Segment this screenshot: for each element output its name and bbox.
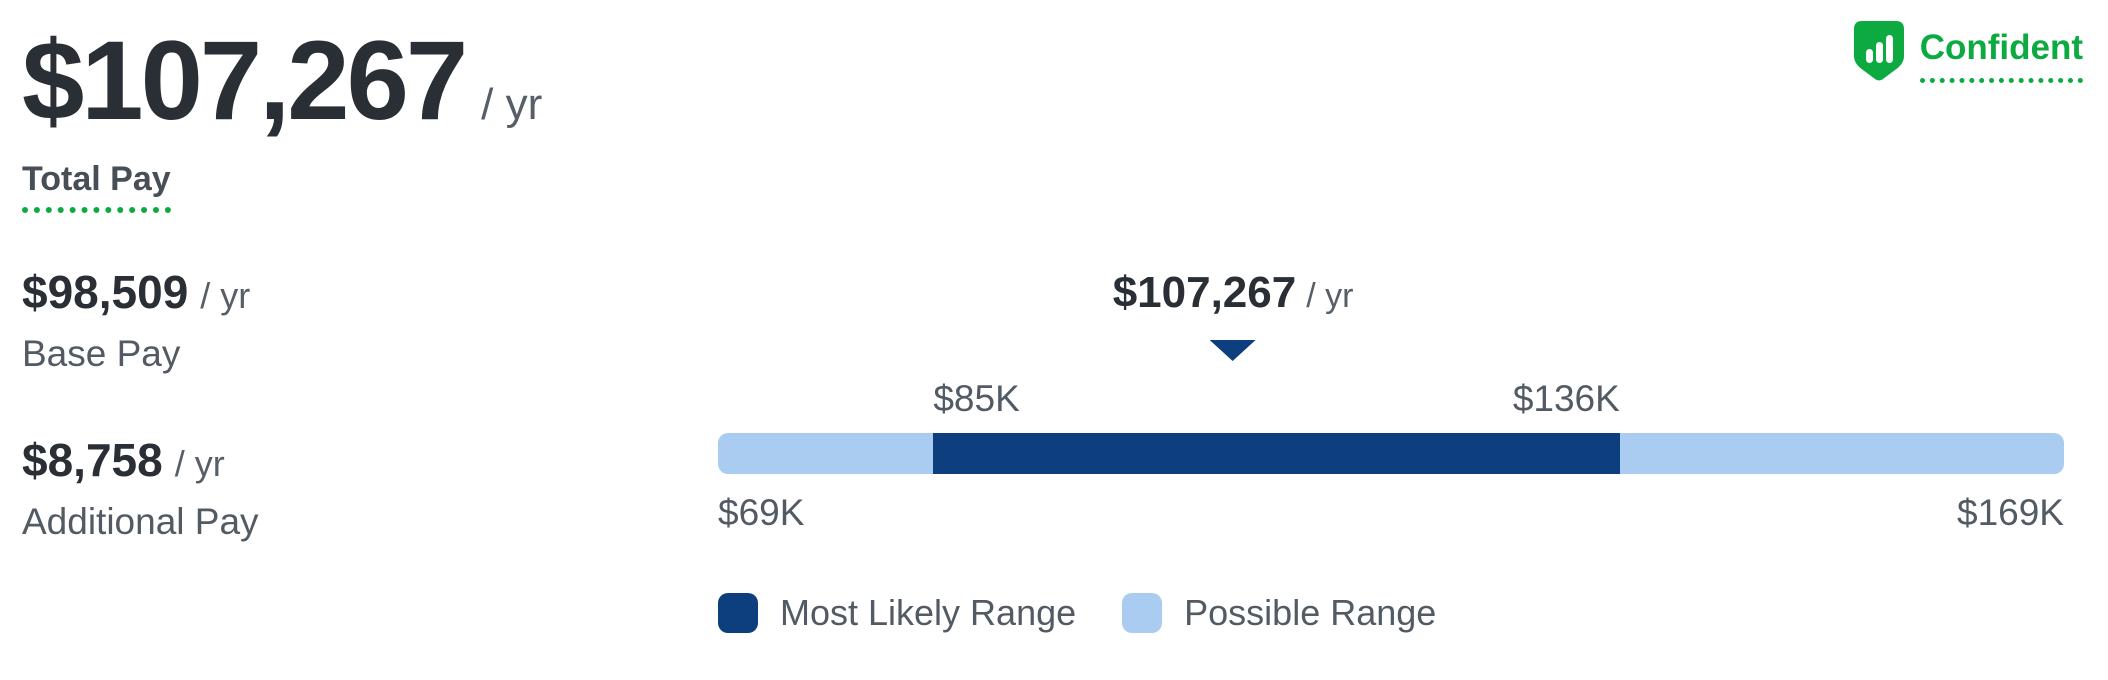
pay-summary: $107,267 / yr Total Pay $98,509 / yr Bas… (22, 22, 662, 543)
possible-range-swatch (1122, 593, 1163, 633)
legend-item-most-likely: Most Likely Range (718, 592, 1076, 634)
total-pay-amount: $107,267 (22, 18, 468, 143)
estimate-period: / yr (1306, 277, 1354, 315)
legend-item-possible: Possible Range (1122, 592, 1436, 634)
possible-range-bar (718, 433, 2064, 474)
estimate-marker: $107,267 / yr (1112, 268, 1354, 361)
estimate-pointer-triangle-icon (1210, 340, 1257, 361)
possible-range-legend-label: Possible Range (1184, 592, 1437, 633)
most-likely-max-label: $136K (1512, 378, 1620, 419)
estimate-amount: $107,267 (1112, 268, 1297, 317)
base-pay-amount: $98,509 (22, 265, 189, 318)
confidence-badge[interactable]: Confident (1853, 20, 2083, 83)
possible-max-label: $169K (1957, 492, 2064, 533)
most-likely-range-swatch (718, 593, 758, 633)
additional-pay-amount: $8,758 (22, 433, 163, 486)
base-pay-period: / yr (200, 274, 251, 316)
confidence-label[interactable]: Confident (1919, 28, 2083, 83)
additional-pay-item: $8,758 / yr Additional Pay (22, 433, 662, 543)
most-likely-range-segment (933, 433, 1620, 474)
total-pay-period: / yr (481, 80, 543, 129)
possible-min-label: $69K (718, 492, 805, 533)
base-pay-label: Base Pay (22, 332, 181, 374)
chart-legend: Most Likely Range Possible Range (718, 592, 2064, 634)
total-pay-label[interactable]: Total Pay (22, 160, 171, 213)
shield-bar-chart-icon (1853, 20, 1905, 83)
additional-pay-period: / yr (174, 442, 225, 484)
base-pay-item: $98,509 / yr Base Pay (22, 265, 662, 375)
total-pay-amount-row: $107,267 / yr (22, 22, 662, 140)
most-likely-min-label: $85K (933, 378, 1020, 419)
salary-range-chart: $107,267 / yr $85K $136K $69K $169K Most… (718, 268, 2064, 634)
additional-pay-label: Additional Pay (22, 500, 259, 542)
most-likely-range-legend-label: Most Likely Range (780, 592, 1077, 633)
